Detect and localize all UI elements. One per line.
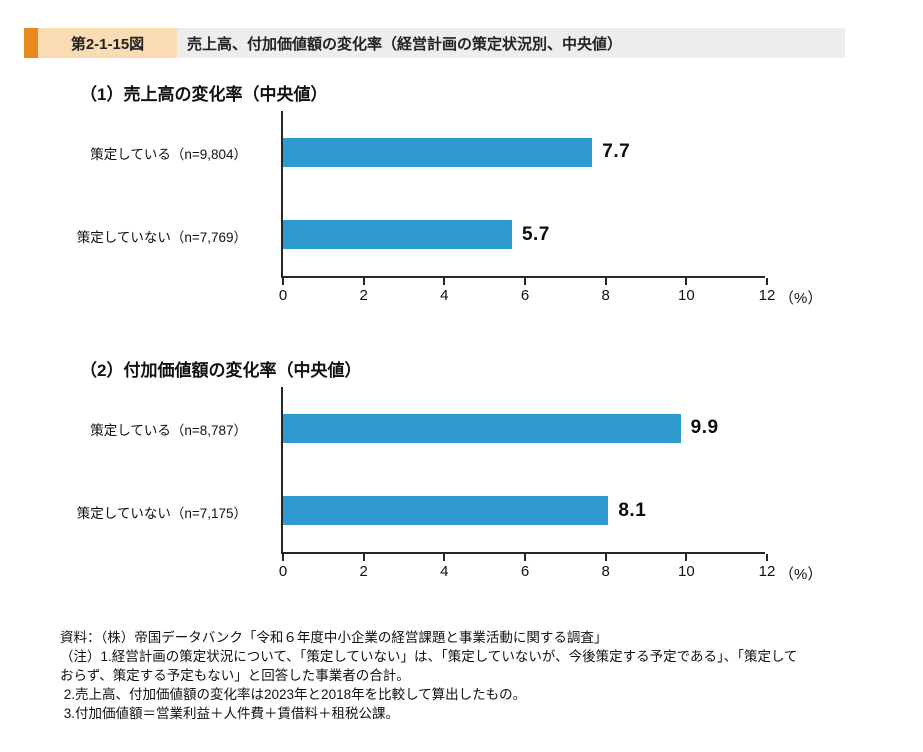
tick-label: 0: [278, 563, 288, 580]
tick-label: 2: [359, 287, 368, 304]
bar-row: 9.9: [283, 387, 765, 470]
figure-number-label: 第2-1-15図: [38, 28, 177, 58]
tick-mark: [282, 554, 284, 561]
tick-label: 12: [758, 287, 776, 304]
tick-mark: [524, 554, 526, 561]
x-axis: 0 2 4 6 8 10 12 （%）: [279, 278, 822, 312]
tick-label: 4: [440, 287, 449, 304]
header-accent-bar: [24, 28, 38, 58]
bar: [283, 137, 593, 167]
bar-row: 5.7: [283, 194, 765, 277]
plot-column: 9.9 8.1 0 2 4 6 8 10 12 （%）: [279, 387, 822, 588]
footnote-line: （注）1.経営計画の策定状況について、「策定していない」は、「策定していないが、…: [60, 649, 798, 664]
plot-area: 9.9 8.1: [281, 387, 765, 554]
bar-chart-value-added: 策定している（n=8,787） 策定していない（n=7,175） 9.9 8.1 0…: [24, 387, 923, 588]
footnote-line: おらず、策定する予定もない」と回答した事業者の合計。: [60, 668, 410, 683]
value-label: 5.7: [521, 223, 550, 245]
tick-mark: [685, 554, 688, 561]
tick-mark: [604, 554, 607, 561]
chart-title-sales: （1）売上高の変化率（中央値）: [80, 85, 328, 104]
bar-chart-sales: 策定している（n=9,804） 策定していない（n=7,769） 7.7 5.7 0…: [24, 111, 923, 312]
tick-label: 6: [520, 563, 530, 580]
tick-label: 8: [601, 563, 610, 580]
tick-label: 4: [440, 563, 449, 580]
tick-label: 6: [520, 287, 530, 304]
tick-label: 8: [601, 287, 610, 304]
axis-unit-label: （%）: [779, 566, 823, 583]
plot-column: 7.7 5.7 0 2 4 6 8 10 12 （%）: [279, 111, 822, 312]
tick-label: 2: [359, 563, 368, 580]
bar-row: 8.1: [283, 470, 765, 553]
footnote-line: 資料：（株）帝国データバンク「令和６年度中小企業の経営課題と事業活動に関する調査…: [60, 630, 608, 645]
chart-section-value-added: （2）付加価値額の変化率（中央値） 策定している（n=8,787） 策定していない…: [0, 356, 923, 588]
footnote-line: 2.売上高、付加価値額の変化率は2023年と2018年を比較して算出したもの。: [60, 687, 527, 702]
bar: [283, 220, 512, 250]
tick-label: 0: [278, 287, 288, 304]
tick-mark: [766, 554, 768, 561]
plot-area: 7.7 5.7: [281, 111, 765, 278]
figure-header: 第2-1-15図 売上高、付加価値額の変化率（経営計画の策定状況別、中央値）: [24, 28, 845, 58]
tick-mark: [443, 554, 446, 561]
tick-mark: [362, 554, 365, 561]
chart-section-sales: （1）売上高の変化率（中央値） 策定している（n=9,804） 策定していない（n…: [0, 80, 923, 312]
tick-mark: [604, 278, 607, 285]
category-label: 策定していない（n=7,769）: [76, 230, 247, 246]
category-label: 策定していない（n=7,175）: [76, 506, 247, 522]
tick-mark: [282, 278, 284, 285]
footnotes: 資料：（株）帝国データバンク「令和６年度中小企業の経営課題と事業活動に関する調査…: [60, 628, 890, 723]
bar: [283, 496, 609, 526]
tick-label: 10: [677, 563, 695, 580]
tick-mark: [685, 278, 688, 285]
axis-unit-label: （%）: [779, 290, 823, 307]
tick-mark: [524, 278, 526, 285]
figure-title: 売上高、付加価値額の変化率（経営計画の策定状況別、中央値）: [177, 28, 845, 58]
tick-mark: [443, 278, 446, 285]
category-label: 策定している（n=8,787）: [90, 422, 247, 438]
tick-mark: [362, 278, 365, 285]
bar-row: 7.7: [283, 111, 765, 194]
tick-label: 12: [758, 563, 776, 580]
category-label: 策定している（n=9,804）: [90, 146, 247, 162]
tick-mark: [766, 278, 768, 285]
value-label: 9.9: [690, 417, 719, 439]
chart-title-value-added: （2）付加価値額の変化率（中央値）: [80, 361, 362, 380]
category-label-column: 策定している（n=9,804） 策定していない（n=7,769）: [24, 111, 281, 278]
value-label: 7.7: [602, 141, 631, 163]
category-label-column: 策定している（n=8,787） 策定していない（n=7,175）: [24, 387, 281, 554]
footnote-line: 3.付加価値額＝営業利益＋人件費＋賃借料＋租税公課。: [60, 706, 400, 721]
value-label: 8.1: [618, 499, 647, 521]
x-axis: 0 2 4 6 8 10 12 （%）: [279, 554, 822, 588]
tick-label: 10: [677, 287, 695, 304]
bar: [283, 413, 681, 443]
